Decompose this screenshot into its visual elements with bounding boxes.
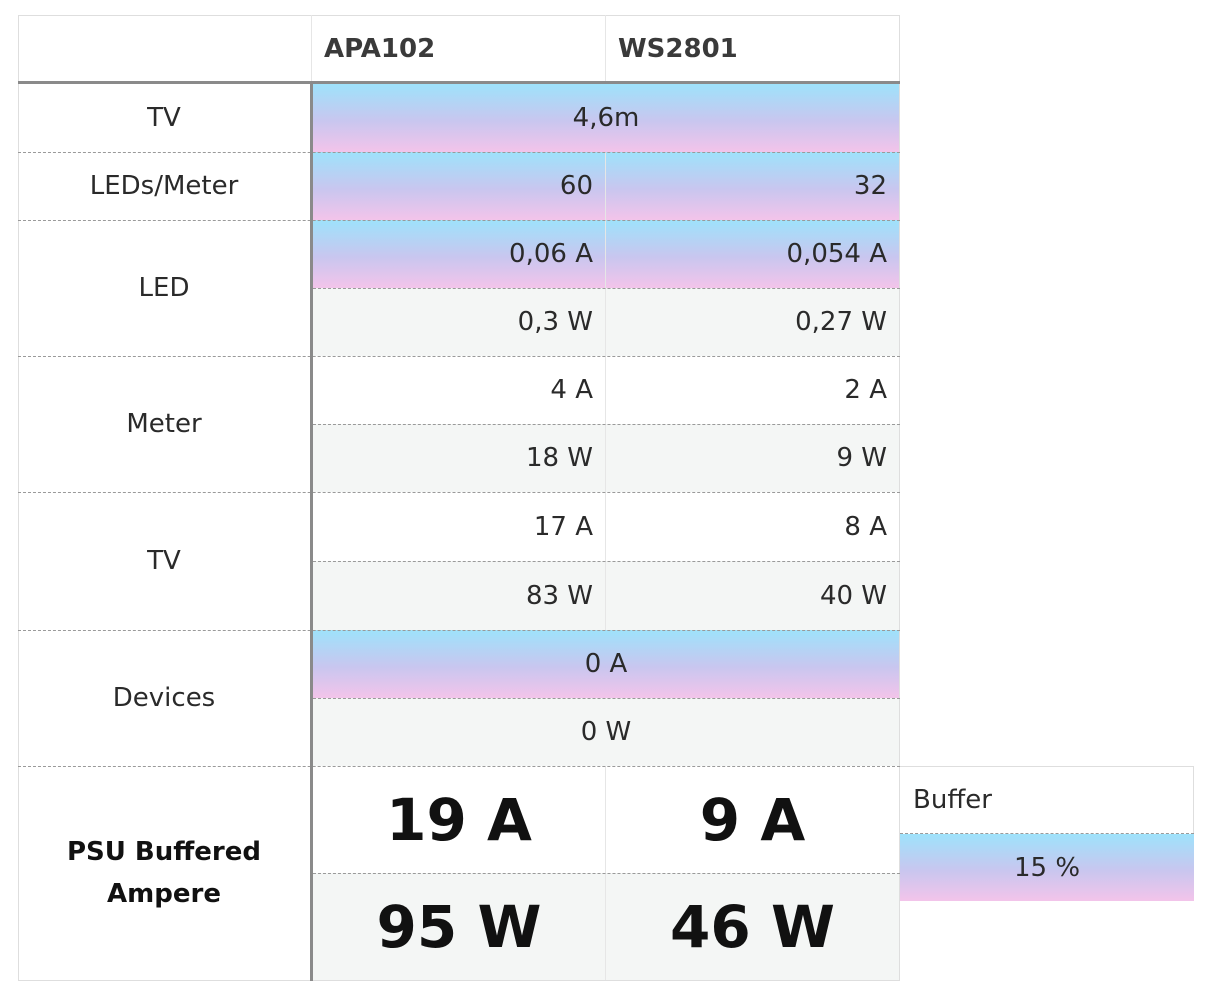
row-divider xyxy=(313,288,900,289)
row-label-psu-buffered-ampere: PSU Buffered Ampere xyxy=(18,766,310,980)
apa102-leds-per-meter: 60 xyxy=(313,152,605,220)
row-label-tv-length: TV xyxy=(147,103,181,133)
ws2801-tv-current: 8 A xyxy=(844,511,887,542)
ws2801-psu-current: 9 A xyxy=(699,785,806,854)
row-divider xyxy=(18,356,900,357)
buffer-label: Buffer xyxy=(913,785,992,815)
row-label-led: LED xyxy=(138,273,190,303)
ws2801-meter-power: 9 W xyxy=(606,424,899,492)
row-label-tv: TV xyxy=(147,546,181,576)
column-divider xyxy=(605,152,606,630)
table-left-border xyxy=(18,15,19,981)
header-divider xyxy=(311,15,312,83)
row-divider xyxy=(313,424,900,425)
ws2801-led-power: 0,27 W xyxy=(606,288,899,356)
ws2801-psu-power: 46 W xyxy=(606,873,899,980)
row-divider xyxy=(18,220,900,221)
apa102-psu-power: 95 W xyxy=(313,873,605,980)
apa102-led-current: 0,06 A xyxy=(313,220,605,288)
table-top-border xyxy=(18,15,900,16)
devices-current: 0 A xyxy=(313,630,899,698)
header-bottom-rule xyxy=(18,81,900,84)
psu-label-line2: Ampere xyxy=(107,879,221,909)
table-bottom-border xyxy=(18,980,900,981)
ws2801-led-current: 0,054 A xyxy=(606,220,899,288)
row-divider xyxy=(18,766,900,767)
row-label-leds-per-meter: LEDs/Meter xyxy=(89,171,239,201)
apa102-tv-current: 17 A xyxy=(533,511,593,542)
apa102-meter-current: 4 A xyxy=(550,375,593,405)
row-divider xyxy=(313,698,900,699)
ws2801-tv-power: 40 W xyxy=(606,561,899,630)
apa102-meter-power: 18 W xyxy=(313,424,605,492)
table-right-border xyxy=(899,15,900,981)
tv-length-value: 4,6m xyxy=(313,84,899,152)
header-divider xyxy=(605,15,606,83)
row-divider xyxy=(313,561,900,562)
row-label-meter: Meter xyxy=(126,409,202,439)
buffer-box-top-border xyxy=(900,766,1194,767)
column-header-apa102: APA102 xyxy=(324,34,436,64)
ws2801-leds-per-meter: 32 xyxy=(606,152,899,220)
apa102-tv-power: 83 W xyxy=(313,561,605,630)
row-divider xyxy=(313,873,900,874)
row-divider xyxy=(18,630,900,631)
buffer-divider xyxy=(900,833,1194,834)
apa102-psu-current: 19 A xyxy=(386,785,532,854)
column-header-ws2801: WS2801 xyxy=(618,34,738,64)
ws2801-meter-current: 2 A xyxy=(844,375,887,405)
psu-label-line1: PSU Buffered xyxy=(66,837,262,867)
row-label-devices: Devices xyxy=(112,683,216,713)
row-divider xyxy=(18,492,900,493)
row-divider xyxy=(18,152,900,153)
apa102-led-power: 0,3 W xyxy=(313,288,605,356)
devices-power: 0 W xyxy=(313,698,899,766)
label-column-rule xyxy=(310,83,313,981)
buffer-value: 15 % xyxy=(900,834,1194,901)
